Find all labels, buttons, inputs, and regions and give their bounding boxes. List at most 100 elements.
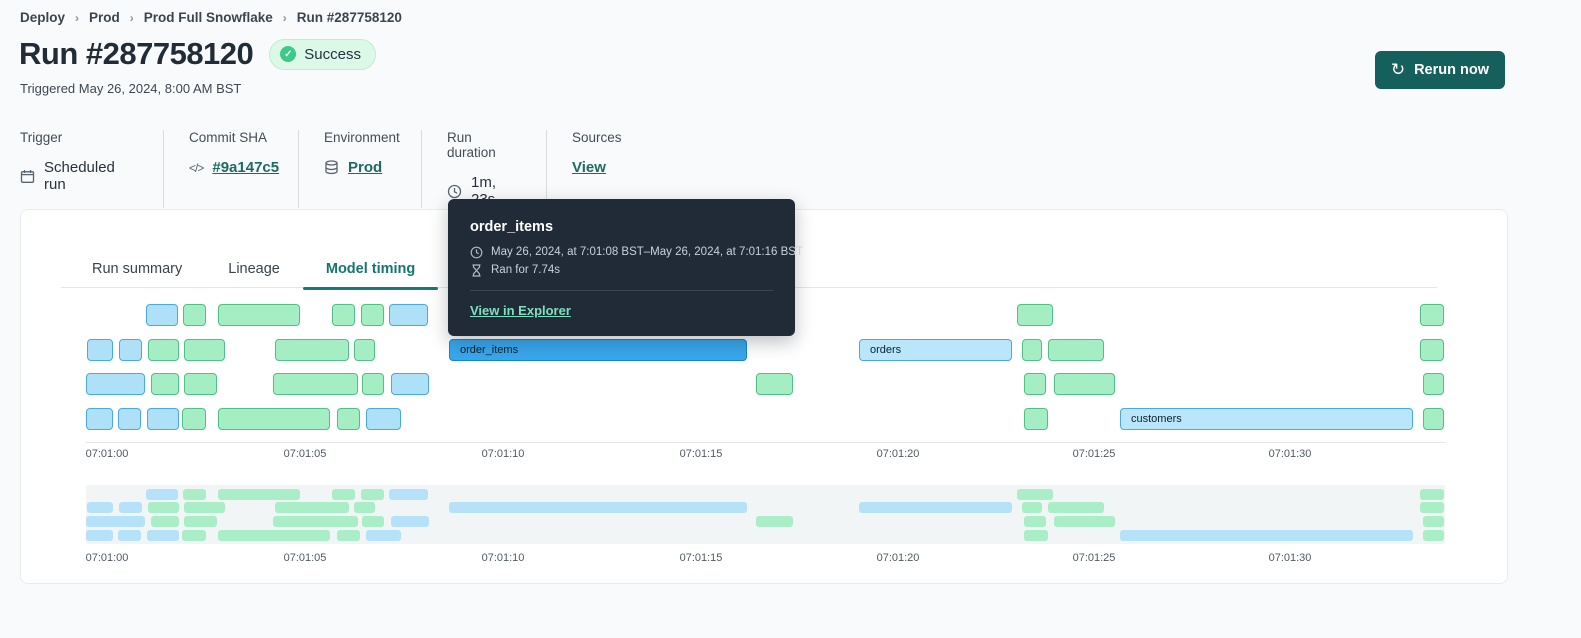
gantt-bar bbox=[1048, 502, 1104, 513]
clock-icon bbox=[447, 184, 462, 199]
gantt-bar[interactable] bbox=[1024, 408, 1048, 430]
breadcrumb-deploy[interactable]: Deploy bbox=[20, 10, 66, 25]
gantt-bar bbox=[354, 502, 375, 513]
gantt-bar[interactable] bbox=[151, 373, 179, 395]
gantt-bar bbox=[218, 530, 330, 541]
axis-tick-label: 07:01:20 bbox=[876, 552, 920, 564]
database-icon bbox=[324, 160, 339, 175]
status-badge-label: Success bbox=[304, 45, 361, 63]
gantt-bar bbox=[1423, 516, 1444, 527]
gantt-bar bbox=[184, 516, 217, 527]
gantt-bar[interactable] bbox=[337, 408, 360, 430]
gantt-bar bbox=[337, 530, 360, 541]
detail-label: Run duration bbox=[447, 130, 496, 160]
gantt-bar[interactable] bbox=[361, 304, 384, 326]
gantt-bar bbox=[1024, 530, 1048, 541]
gantt-bar bbox=[86, 516, 145, 527]
tab-lineage[interactable]: Lineage bbox=[228, 260, 280, 277]
minimap-time-axis: 07:01:00 07:01:05 07:01:10 07:01:15 07:01:20… bbox=[86, 547, 1445, 567]
gantt-bar[interactable] bbox=[362, 373, 384, 395]
gantt-bar[interactable] bbox=[354, 339, 375, 361]
gantt-bar bbox=[1017, 489, 1053, 500]
code-icon: </> bbox=[189, 160, 204, 175]
gantt-minimap-brush[interactable] bbox=[86, 485, 1445, 544]
gantt-bar[interactable] bbox=[1048, 339, 1104, 361]
gantt-bar bbox=[1024, 516, 1046, 527]
breadcrumb-prod[interactable]: Prod bbox=[89, 10, 120, 25]
gantt-bar[interactable] bbox=[389, 304, 428, 326]
chevron-right-icon: › bbox=[129, 10, 134, 25]
rerun-now-button[interactable]: ↻ Rerun now bbox=[1374, 51, 1505, 89]
breadcrumb-run: Run #287758120 bbox=[296, 10, 402, 25]
gantt-bar bbox=[151, 516, 179, 527]
gantt-bar[interactable] bbox=[1420, 304, 1444, 326]
gantt-bar-order_items bbox=[449, 502, 747, 513]
detail-label: Sources bbox=[572, 130, 622, 145]
view-in-explorer-link[interactable]: View in Explorer bbox=[470, 303, 571, 318]
environment-link[interactable]: Prod bbox=[348, 159, 383, 176]
tab-run-summary[interactable]: Run summary bbox=[92, 260, 183, 277]
gantt-bar bbox=[182, 530, 206, 541]
detail-environment: Environment Prod bbox=[298, 130, 421, 208]
axis-tick-label: 07:01:10 bbox=[481, 448, 525, 460]
gantt-bar bbox=[146, 489, 178, 500]
gantt-bar bbox=[275, 502, 349, 513]
trigger-value: Scheduled run bbox=[44, 159, 115, 193]
gantt-bar[interactable] bbox=[182, 408, 206, 430]
gantt-bar[interactable] bbox=[184, 339, 225, 361]
gantt-bar bbox=[1423, 530, 1444, 541]
gantt-bar bbox=[119, 502, 142, 513]
gantt-bar[interactable] bbox=[183, 304, 206, 326]
detail-commit: Commit SHA </> #9a147c5 bbox=[163, 130, 298, 208]
gantt-bar-orders[interactable]: orders bbox=[859, 339, 1012, 361]
gantt-bar[interactable] bbox=[87, 339, 113, 361]
detail-label: Trigger bbox=[20, 130, 63, 145]
gantt-bar[interactable] bbox=[119, 339, 142, 361]
gantt-bar-order_items[interactable]: order_items bbox=[449, 339, 747, 361]
gantt-bar-orders bbox=[859, 502, 1012, 513]
gantt-bar bbox=[118, 530, 141, 541]
gantt-bar[interactable] bbox=[1423, 373, 1444, 395]
breadcrumb: Deploy › Prod › Prod Full Snowflake › Ru… bbox=[20, 10, 402, 25]
gantt-bar[interactable] bbox=[275, 339, 349, 361]
sources-view-link[interactable]: View bbox=[572, 159, 606, 176]
gantt-bar bbox=[87, 502, 113, 513]
axis-tick-label: 07:01:05 bbox=[283, 552, 327, 564]
gantt-bar[interactable] bbox=[118, 408, 141, 430]
axis-tick-label: 07:01:30 bbox=[1268, 552, 1312, 564]
gantt-bar bbox=[1420, 489, 1444, 500]
gantt-bar[interactable] bbox=[366, 408, 401, 430]
gantt-bar[interactable] bbox=[86, 408, 113, 430]
gantt-bar-customers[interactable]: customers bbox=[1120, 408, 1413, 430]
gantt-bar[interactable] bbox=[184, 373, 217, 395]
axis-tick-label: 07:01:00 bbox=[85, 448, 129, 460]
detail-label: Environment bbox=[324, 130, 400, 145]
tab-model-timing[interactable]: Model timing bbox=[302, 250, 439, 290]
gantt-bar[interactable] bbox=[1423, 408, 1444, 430]
gantt-bar bbox=[366, 530, 401, 541]
gantt-bar[interactable] bbox=[86, 373, 145, 395]
gantt-bar[interactable] bbox=[146, 304, 178, 326]
gantt-bar bbox=[391, 516, 429, 527]
gantt-bar[interactable] bbox=[1022, 339, 1042, 361]
gantt-bar[interactable] bbox=[332, 304, 355, 326]
gantt-bar[interactable] bbox=[1420, 339, 1444, 361]
commit-sha-link[interactable]: #9a147c5 bbox=[212, 159, 280, 176]
axis-tick-label: 07:01:25 bbox=[1072, 448, 1116, 460]
gantt-bar[interactable] bbox=[148, 339, 179, 361]
axis-tick-label: 07:01:15 bbox=[679, 552, 723, 564]
gantt-bar[interactable] bbox=[391, 373, 429, 395]
gantt-bar[interactable] bbox=[147, 408, 179, 430]
detail-label: Commit SHA bbox=[189, 130, 268, 145]
gantt-bar[interactable] bbox=[218, 408, 330, 430]
gantt-bar[interactable] bbox=[1054, 373, 1115, 395]
gantt-bar[interactable] bbox=[756, 373, 793, 395]
gantt-bar[interactable] bbox=[1024, 373, 1046, 395]
gantt-bar bbox=[147, 530, 179, 541]
axis-tick-label: 07:01:00 bbox=[85, 552, 129, 564]
gantt-bar[interactable] bbox=[273, 373, 358, 395]
axis-tick-label: 07:01:10 bbox=[481, 552, 525, 564]
gantt-bar[interactable] bbox=[1017, 304, 1053, 326]
gantt-bar[interactable] bbox=[218, 304, 300, 326]
breadcrumb-job[interactable]: Prod Full Snowflake bbox=[143, 10, 273, 25]
